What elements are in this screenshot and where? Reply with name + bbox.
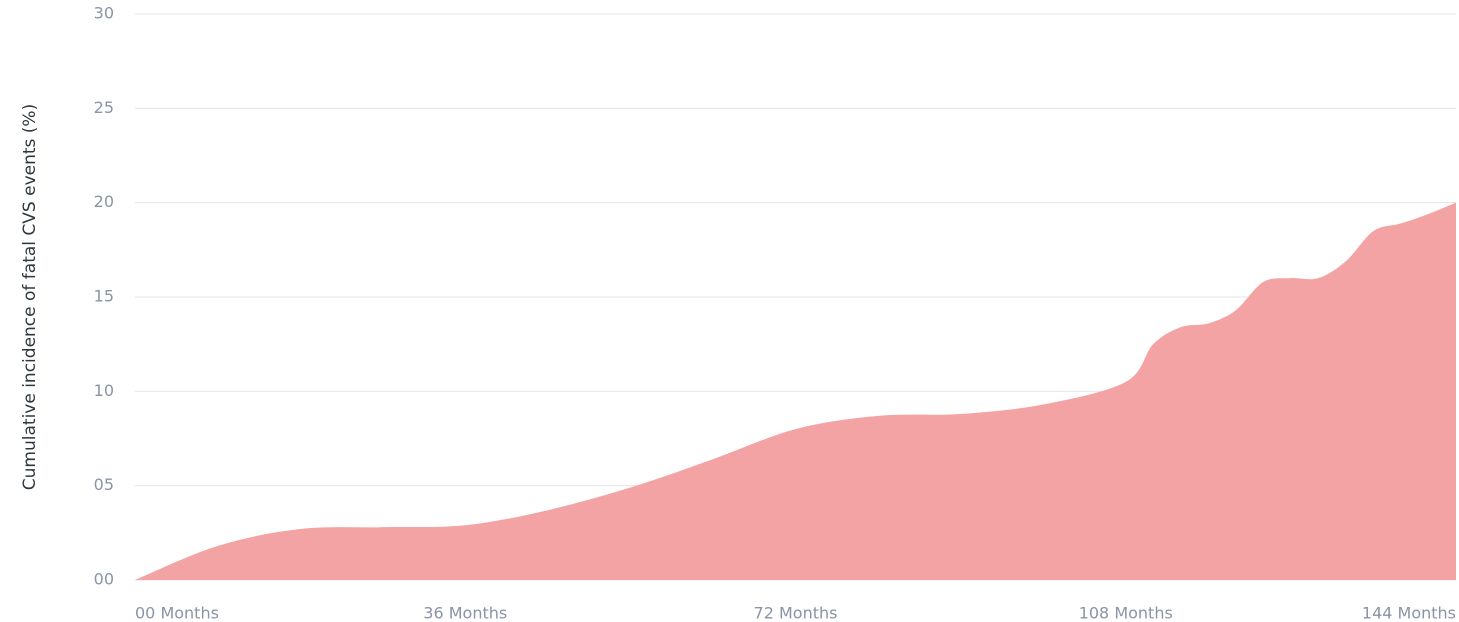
x-tick-label: 72 Months bbox=[754, 604, 838, 622]
x-tick-label: 00 Months bbox=[135, 604, 219, 622]
x-tick-label: 36 Months bbox=[423, 604, 507, 622]
y-tick-label: 10 bbox=[94, 381, 114, 400]
y-tick-label: 30 bbox=[94, 4, 114, 23]
y-tick-label: 05 bbox=[94, 475, 114, 494]
y-tick-label: 20 bbox=[94, 192, 114, 211]
area bbox=[135, 202, 1456, 580]
y-tick-label: 00 bbox=[94, 570, 114, 589]
y-axis-label: Cumulative incidence of fatal CVS events… bbox=[20, 104, 40, 490]
y-tick-label: 25 bbox=[94, 98, 114, 117]
x-tick-label: 144 Months bbox=[1362, 604, 1456, 622]
y-tick-label: 15 bbox=[94, 287, 114, 306]
x-tick-label: 108 Months bbox=[1079, 604, 1173, 622]
